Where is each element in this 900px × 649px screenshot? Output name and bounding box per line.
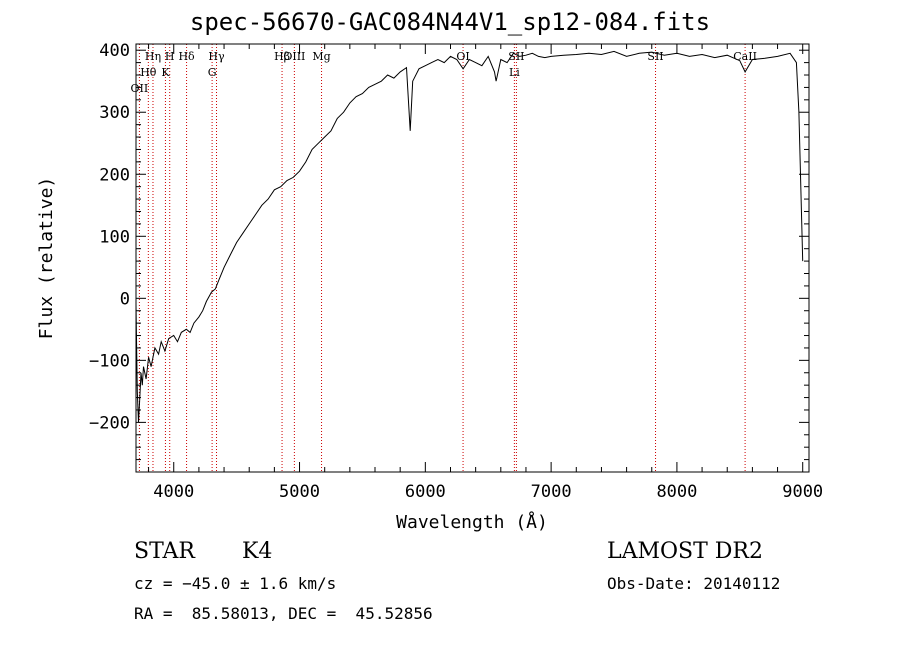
line-marker-label: K: [161, 66, 170, 79]
line-marker-label: Hγ: [208, 50, 225, 63]
object-class: STAR: [134, 539, 195, 564]
x-axis: 4000 5000 6000 7000 8000 9000: [148, 44, 823, 502]
line-marker-label: OI: [456, 50, 469, 63]
y-tick-label: −100: [89, 351, 130, 371]
line-marker-label: SII: [508, 50, 524, 63]
x-tick-label: 8000: [656, 482, 697, 502]
y-tick-label: −200: [89, 413, 130, 433]
coordinates: RA = 85.58013, DEC = 45.52856: [134, 604, 433, 623]
y-tick-label: 400: [99, 41, 130, 61]
line-marker-label: OII: [131, 82, 149, 95]
x-tick-label: 4000: [153, 482, 194, 502]
plot-frame: [135, 43, 810, 473]
survey-name: LAMOST DR2: [607, 539, 763, 564]
line-marker-label: Hβ: [274, 50, 290, 63]
redshift-text: cz = −45.0 ± 1.6 km/s: [134, 574, 337, 593]
object-subclass: K4: [242, 539, 273, 564]
y-axis-label: Flux (relative): [36, 177, 57, 340]
line-marker-label: Hθ: [140, 66, 157, 79]
obs-date: Obs-Date: 20140112: [607, 574, 781, 593]
x-tick-label: 9000: [782, 482, 823, 502]
x-tick-label: 7000: [531, 482, 572, 502]
y-tick-label: 200: [99, 165, 130, 185]
line-marker-label: Hη: [145, 50, 161, 63]
chart-title: spec-56670-GAC084N44V1_sp12-084.fits: [189, 8, 711, 36]
line-marker-label: H: [165, 50, 175, 63]
y-tick-label: 0: [120, 289, 130, 309]
x-tick-label: 5000: [279, 482, 320, 502]
line-marker-label: Li: [509, 66, 520, 79]
line-marker-label: Hδ: [178, 50, 195, 63]
line-marker-label: CaII: [733, 50, 757, 63]
y-axis: −200 −100 0 100 200 300 400: [89, 41, 809, 461]
y-tick-label: 100: [99, 227, 130, 247]
x-tick-label: 6000: [405, 482, 446, 502]
spectrum-line: [135, 50, 804, 423]
x-axis-label: Wavelength (Å): [396, 511, 548, 533]
line-marker-label: G: [208, 66, 217, 79]
line-marker-label: SII: [647, 50, 663, 63]
y-tick-label: 300: [99, 103, 130, 123]
line-marker-label: OIII: [283, 50, 305, 63]
line-marker-label: Mg: [312, 50, 330, 63]
